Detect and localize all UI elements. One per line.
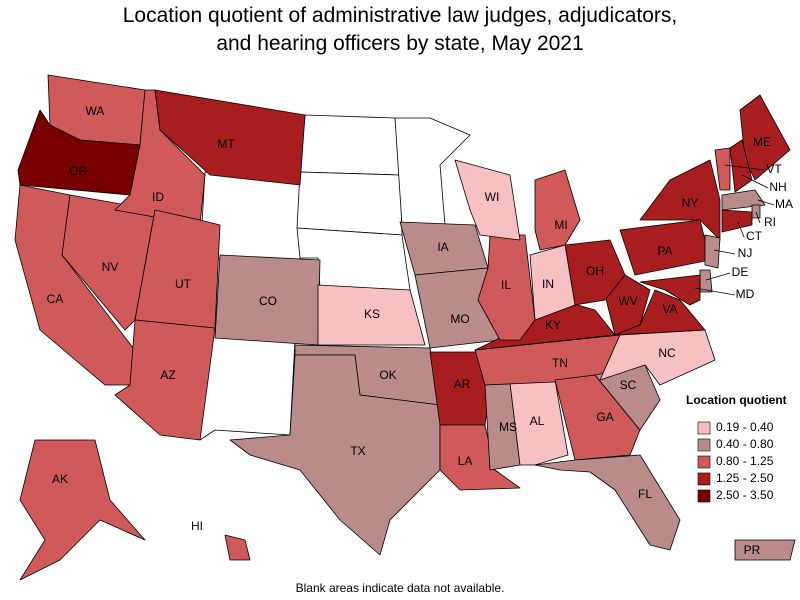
- state-label: NC: [658, 346, 676, 360]
- state-label: AZ: [160, 368, 175, 382]
- state-label: ID: [152, 190, 164, 204]
- state-label: KY: [545, 318, 561, 332]
- state-label: TX: [350, 444, 365, 458]
- state-label: TN: [552, 356, 568, 370]
- state: [751, 204, 761, 219]
- title-line: Location quotient of administrative law …: [123, 4, 678, 27]
- legend-label: 0.40 - 0.80: [716, 437, 774, 451]
- state-label: IN: [542, 277, 554, 291]
- footnote: Blank areas indicate data not available.: [296, 581, 505, 595]
- leader-line: [737, 221, 745, 238]
- state-label: CO: [259, 294, 277, 308]
- state-label: IA: [437, 240, 448, 254]
- state-label: HI: [191, 519, 203, 533]
- labels: WA OR CA NV ID MT UT AZ CO KS IA MO OK TX AR LA MS AL TN GA…: [47, 104, 793, 557]
- states: [14, 74, 796, 581]
- legend-swatch: [697, 455, 711, 469]
- leader-line: [741, 174, 769, 189]
- legend-swatch: [697, 489, 711, 503]
- state-label: MI: [554, 218, 567, 232]
- state: [734, 539, 796, 561]
- state: [114, 319, 216, 441]
- state-label: FL: [638, 487, 652, 501]
- state-label: CT: [746, 229, 763, 243]
- state-label: WI: [485, 190, 500, 204]
- state: [534, 454, 681, 551]
- legend-title: Location quotient: [686, 393, 787, 407]
- state-label: SC: [620, 378, 637, 392]
- state-label: NY: [682, 196, 699, 210]
- state: [224, 534, 251, 561]
- state-label: MT: [217, 137, 235, 151]
- state: [317, 284, 426, 346]
- blank-state: [199, 327, 296, 441]
- state: [229, 354, 441, 556]
- state-label: NV: [102, 260, 119, 274]
- state-label: OH: [586, 264, 604, 278]
- legend-label: 1.25 - 2.50: [716, 471, 774, 485]
- leader-line: [694, 287, 736, 296]
- state: [554, 374, 641, 461]
- state-label: PR: [744, 543, 761, 557]
- state-label: IL: [501, 278, 511, 292]
- blank-state: [296, 171, 403, 236]
- legend-swatch: [697, 438, 711, 452]
- state-label: AR: [454, 377, 471, 391]
- state-label: KS: [364, 307, 380, 321]
- state-label: MA: [775, 197, 793, 211]
- state-label: MD: [736, 287, 755, 301]
- state: [639, 274, 701, 306]
- legend-label: 0.80 - 1.25: [716, 454, 774, 468]
- state-label: OR: [69, 164, 87, 178]
- legend: 0.19 - 0.40 0.40 - 0.80 0.80 - 1.25 1.25 - …: [697, 420, 774, 503]
- state-label: WV: [618, 294, 637, 308]
- state: [721, 209, 753, 233]
- state: [714, 147, 731, 191]
- state: [529, 244, 576, 321]
- state-label: RI: [764, 215, 776, 229]
- state: [699, 269, 713, 293]
- state-label: UT: [175, 277, 192, 291]
- state-label: NJ: [738, 246, 753, 260]
- state-label: ME: [753, 135, 771, 149]
- leader-line: [755, 211, 761, 224]
- legend-swatch: [697, 421, 711, 435]
- state-label: DE: [732, 265, 749, 279]
- state: [134, 209, 221, 329]
- state: [154, 89, 306, 186]
- state-label: LA: [458, 454, 473, 468]
- leader-line: [724, 164, 765, 171]
- state-label: MO: [450, 312, 469, 326]
- state-label: VT: [766, 162, 782, 176]
- state: [534, 169, 581, 251]
- leader-line: [705, 272, 731, 281]
- state-label: MS: [499, 420, 517, 434]
- leader-line: [757, 199, 775, 206]
- blank-state: [299, 114, 401, 176]
- state-label: PA: [657, 244, 672, 258]
- state-label: AK: [52, 472, 68, 486]
- state: [704, 234, 721, 269]
- state: [19, 439, 146, 581]
- state-label: GA: [596, 410, 613, 424]
- legend-label: 2.50 - 3.50: [716, 488, 774, 502]
- state-label: VA: [662, 302, 677, 316]
- state-label: AL: [530, 414, 545, 428]
- state-label: WA: [86, 104, 105, 118]
- state-label: OK: [379, 368, 396, 382]
- state: [639, 159, 721, 241]
- blank-states: [199, 114, 471, 441]
- legend-label: 0.19 - 0.40: [716, 420, 774, 434]
- leader-line: [713, 249, 736, 255]
- title-line: and hearing officers by state, May 2021: [216, 32, 583, 55]
- legend-swatch: [697, 472, 711, 486]
- state: [439, 424, 521, 491]
- state: [454, 159, 521, 241]
- state: [477, 234, 536, 341]
- state-label: NH: [769, 180, 786, 194]
- state-label: CA: [47, 292, 64, 306]
- state: [614, 289, 706, 336]
